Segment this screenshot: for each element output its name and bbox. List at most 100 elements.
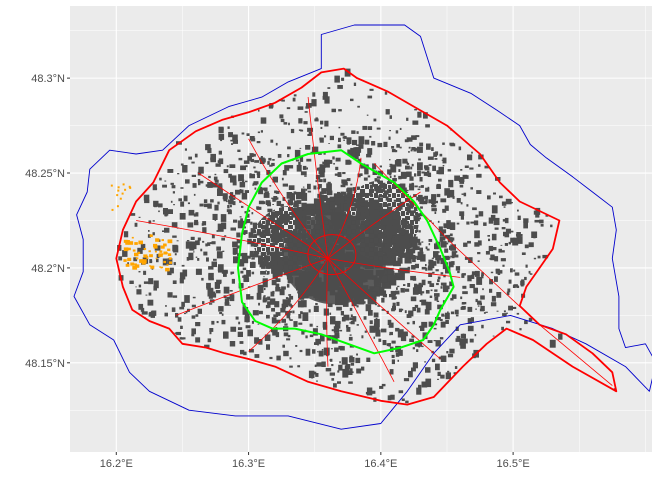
building-block: [233, 256, 239, 264]
building-block: [188, 156, 192, 160]
building-block: [477, 240, 482, 246]
building-block: [272, 159, 275, 161]
building-block: [217, 201, 220, 205]
building-block: [260, 130, 263, 133]
building-block: [451, 251, 457, 258]
orange-patch: [168, 257, 172, 260]
building-block: [406, 162, 410, 165]
district-line: [136, 220, 329, 259]
building-block: [377, 305, 380, 307]
building-block: [232, 201, 236, 206]
building-block: [417, 162, 423, 171]
building-block: [447, 169, 452, 172]
building-block: [252, 153, 256, 157]
orange-patch: [119, 197, 122, 200]
building-block: [498, 270, 503, 274]
orange-patch: [155, 257, 158, 260]
building-block: [340, 311, 344, 316]
building-block: [137, 247, 143, 254]
building-block: [217, 223, 224, 232]
building-block: [268, 157, 272, 161]
building-block: [387, 179, 391, 184]
building-block: [223, 169, 229, 174]
building-block: [395, 290, 400, 295]
building-block: [330, 335, 333, 337]
building-block: [361, 335, 364, 339]
building-block: [287, 154, 290, 158]
building-block: [402, 158, 408, 164]
building-block: [461, 193, 464, 195]
building-block: [408, 370, 413, 378]
building-block: [394, 272, 405, 281]
building-block: [179, 337, 182, 339]
building-block: [259, 157, 265, 164]
building-block: [475, 298, 478, 303]
building-block: [284, 323, 288, 326]
building-block: [254, 187, 257, 190]
building-block: [476, 190, 482, 194]
building-block: [251, 212, 254, 215]
building-block: [167, 209, 173, 214]
building-block: [293, 321, 298, 327]
building-block: [475, 308, 477, 310]
building-block: [366, 153, 372, 158]
building-block: [221, 313, 224, 316]
building-block: [237, 331, 243, 337]
building-block: [184, 295, 190, 303]
building-block: [214, 173, 217, 176]
building-block: [176, 331, 181, 336]
building-block: [281, 177, 284, 181]
building-block: [348, 381, 353, 384]
building-block: [320, 126, 323, 129]
orange-patch: [160, 245, 165, 249]
building-block: [229, 195, 234, 201]
building-block: [207, 147, 212, 154]
building-block: [342, 368, 349, 378]
building-block: [264, 187, 268, 192]
building-block: [269, 356, 273, 360]
building-block: [243, 277, 250, 282]
building-block: [302, 186, 305, 188]
building-block: [470, 221, 475, 224]
building-block: [462, 285, 467, 289]
building-block: [329, 312, 332, 315]
building-block: [408, 146, 411, 149]
building-block: [205, 184, 209, 187]
building-block: [333, 383, 337, 388]
building-block: [425, 267, 428, 271]
building-block: [306, 167, 308, 170]
building-block: [346, 370, 353, 375]
building-block: [158, 210, 160, 213]
building-block: [436, 255, 442, 261]
building-block: [232, 197, 236, 200]
building-block: [434, 323, 438, 326]
building-block: [490, 214, 496, 221]
building-block: [233, 201, 235, 203]
building-block: [448, 261, 454, 268]
building-block: [428, 199, 433, 204]
building-block: [205, 161, 209, 164]
building-block: [528, 317, 533, 322]
building-block: [263, 276, 265, 278]
building-block: [448, 257, 451, 259]
building-block: [356, 368, 361, 372]
building-block: [280, 203, 284, 207]
building-block: [324, 313, 328, 315]
building-block: [418, 186, 421, 188]
building-block: [195, 322, 201, 327]
orange-patch: [167, 240, 170, 242]
building-block: [390, 394, 395, 400]
building-block: [216, 251, 223, 259]
building-block: [237, 149, 241, 152]
axis-ticks: 16.2°E 16.3°E 16.4°E 16.5°E 48.15°N 48.2°N 48.…: [25, 73, 530, 470]
building-block: [320, 196, 328, 202]
building-block: [437, 276, 441, 280]
building-block: [180, 201, 185, 207]
building-block: [434, 158, 438, 160]
building-block: [367, 126, 373, 130]
building-block: [244, 190, 249, 193]
building-block: [188, 209, 195, 216]
orange-patch: [117, 189, 120, 192]
building-block: [299, 295, 305, 300]
building-block: [313, 185, 317, 190]
